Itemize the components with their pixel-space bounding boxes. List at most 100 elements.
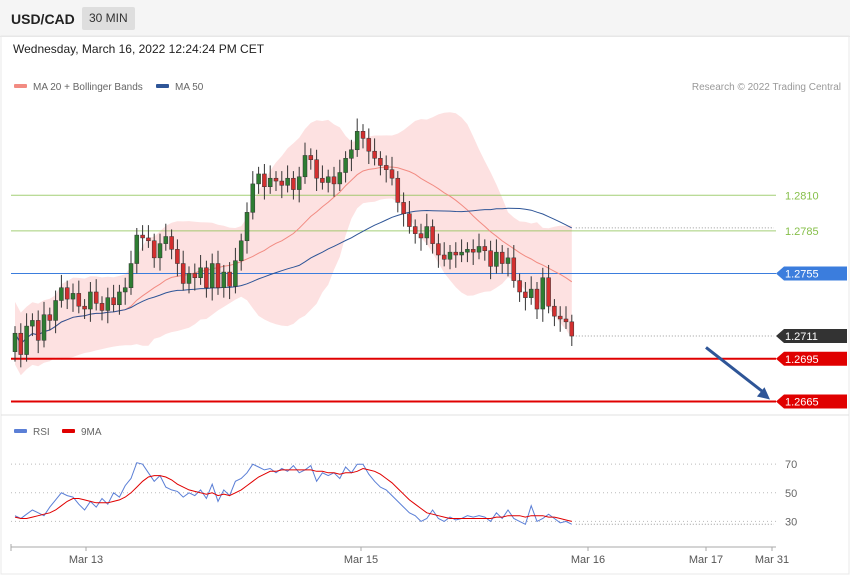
candle-body: [209, 263, 215, 288]
rsi-pane: 70 50 30: [11, 459, 797, 528]
candle: [308, 148, 314, 170]
candle-body: [24, 325, 29, 355]
candle-body: [349, 149, 354, 159]
candle: [180, 250, 186, 291]
candle-body: [528, 288, 534, 298]
candle: [412, 219, 418, 244]
bollinger-band-area: [15, 112, 572, 376]
candle-body: [325, 176, 331, 183]
candle: [401, 192, 406, 227]
candle-body: [401, 202, 406, 215]
candle: [546, 264, 551, 314]
timeframe-badge[interactable]: 30 MIN: [82, 7, 135, 30]
price-levels: [11, 194, 776, 403]
candle-body: [140, 234, 145, 239]
level-label-1.2810: 1.2810: [785, 190, 819, 202]
candle: [35, 310, 41, 354]
candle-body: [88, 291, 93, 310]
candle-body: [262, 173, 267, 187]
candle-body: [221, 271, 227, 288]
candle: [175, 239, 180, 277]
candle: [273, 171, 279, 192]
candle: [325, 169, 331, 193]
candle: [99, 296, 105, 321]
candle-body: [476, 246, 482, 253]
candle-body: [41, 314, 47, 341]
candle: [557, 306, 563, 332]
candle: [122, 277, 128, 305]
candle-body: [517, 280, 522, 293]
candle-body: [35, 320, 41, 341]
candle-body: [146, 237, 151, 242]
candle-body: [441, 254, 447, 260]
candle-body: [157, 243, 163, 259]
candle-body: [180, 263, 186, 284]
candle-body: [511, 257, 517, 281]
candle-body: [238, 240, 244, 261]
ma20-legend-swatch: [14, 84, 27, 88]
candle-body: [169, 236, 174, 250]
x-tick-label: Mar 16: [571, 554, 605, 566]
candle: [198, 255, 203, 285]
candle-body: [204, 267, 209, 288]
candle-body: [111, 297, 116, 306]
candle: [389, 156, 395, 186]
candle-body: [354, 131, 360, 151]
level-tag-1.2665: [776, 394, 847, 409]
candle-body: [378, 158, 383, 166]
candle-body: [186, 273, 192, 284]
candle-body: [215, 263, 221, 288]
level-label-1.2695: 1.2695: [785, 354, 819, 366]
last-price-tag: [776, 329, 847, 344]
candle-body: [76, 293, 82, 307]
candle: [134, 227, 140, 274]
candle-body: [395, 177, 401, 203]
candle-body: [302, 155, 308, 178]
level-tag-1.2695: [776, 351, 847, 366]
candle-body: [482, 246, 488, 251]
candle-body: [53, 300, 58, 321]
price-legend: MA 20 + Bollinger Bands MA 50: [14, 82, 204, 93]
candle-body: [337, 172, 343, 185]
candle: [192, 263, 198, 291]
candle-body: [105, 297, 111, 311]
candle: [204, 260, 209, 298]
candle: [244, 202, 250, 254]
candle-body: [389, 169, 395, 179]
candle-body: [470, 249, 476, 253]
candle: [18, 323, 24, 368]
candle: [302, 142, 308, 184]
candle: [424, 213, 430, 246]
x-tick-label: Mar 15: [344, 554, 378, 566]
candle-body: [267, 177, 273, 187]
candle-body: [18, 332, 24, 355]
candle: [76, 280, 82, 314]
candle: [215, 250, 221, 295]
candle: [128, 250, 134, 295]
candle: [105, 287, 111, 324]
candle: [93, 279, 99, 311]
candle-body: [82, 305, 87, 310]
x-axis: Mar 13 Mar 15 Mar 16 Mar 17 Mar 31: [10, 544, 789, 566]
x-tick-label: Mar 13: [69, 554, 103, 566]
candle-body: [424, 226, 430, 239]
candle: [482, 239, 488, 261]
forecast-arrow-head: [756, 387, 770, 400]
candle-body: [418, 233, 424, 239]
chart-datetime: Wednesday, March 16, 2022 12:24:24 PM CE…: [13, 42, 265, 56]
candle: [12, 326, 18, 362]
level-label-1.2665: 1.2665: [785, 396, 819, 408]
candle: [331, 166, 337, 197]
level-label-1.2785: 1.2785: [785, 226, 819, 238]
candle-body: [436, 243, 441, 256]
candle-body: [331, 176, 337, 185]
candle-body: [47, 314, 53, 321]
candlesticks: [12, 118, 575, 368]
candle-body: [407, 213, 412, 227]
candle: [238, 233, 244, 271]
ma50-legend-swatch: [156, 84, 169, 88]
candle-body: [540, 277, 546, 310]
candle: [476, 233, 482, 260]
candle-body: [343, 158, 348, 173]
